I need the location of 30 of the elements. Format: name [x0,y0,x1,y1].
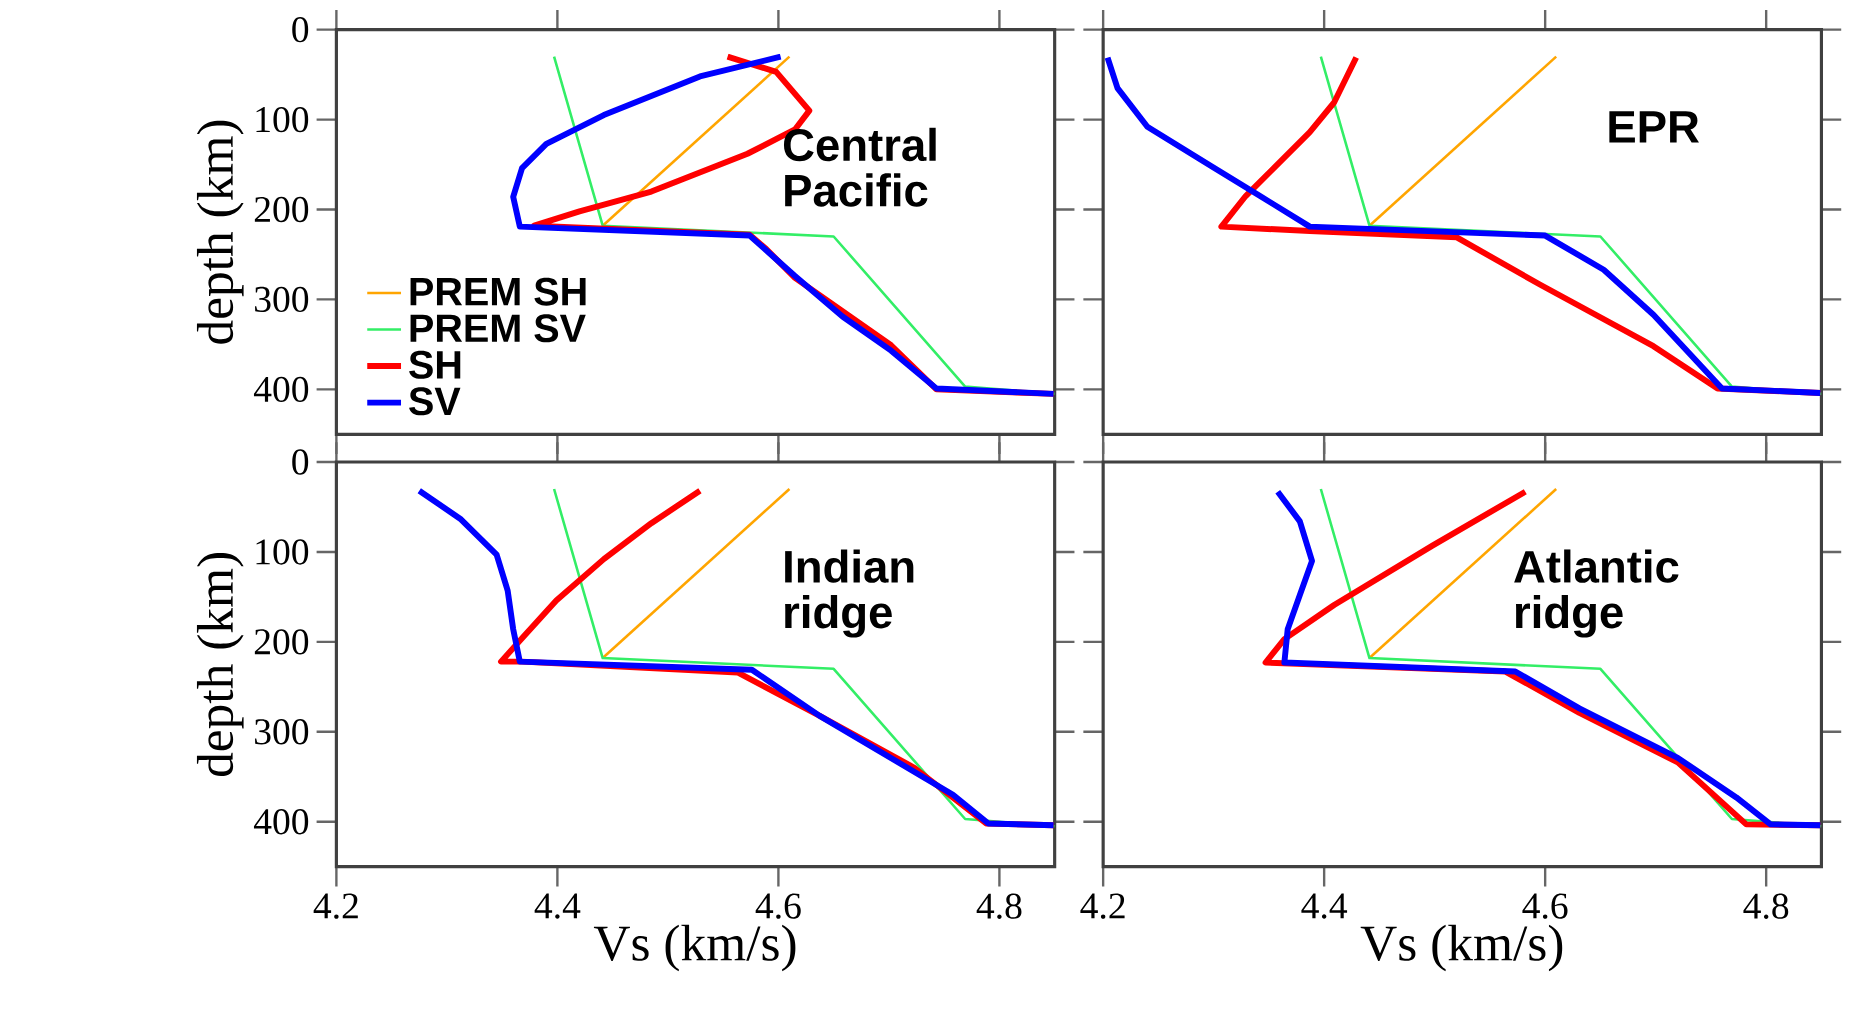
x-tick-label: 4.4 [1301,893,1348,919]
y-tick-label: 400 [253,808,309,835]
y-tick-label: 300 [255,719,309,745]
y-axis-title: depth (km) [196,552,244,776]
y-tick-label: 100 [256,106,309,133]
legend-label: SV [409,387,461,416]
legend-label: PREM SH [410,277,586,306]
x-tick-label: 4.6 [1522,893,1568,919]
x-tick-label: 4.2 [313,893,358,919]
x-axis-title: Vs (km/s) [593,924,796,972]
x-tick-label: 4.4 [534,893,581,919]
text: Atlantic ridge [1514,549,1679,638]
y-tick-label: 200 [254,196,309,223]
text: EPR [1609,111,1699,143]
legend-label: SH [409,350,461,379]
y-tick-label: 300 [255,286,309,313]
x-tick-label: 4.2 [1080,893,1125,919]
y-tick-label: 0 [292,449,309,475]
x-tick-label: 4.6 [755,893,801,919]
x-tick-label: 4.8 [1743,893,1789,919]
text: Indian ridge [785,549,914,638]
text: Central Pacific [783,127,936,207]
y-tick-label: 100 [256,539,309,565]
legend-label: PREM SV [410,314,586,343]
y-axis-title: depth (km) [196,120,244,344]
y-tick-label: 200 [254,629,309,655]
y-tick-label: 400 [253,376,309,402]
x-tick-label: 4.8 [976,893,1022,919]
x-axis-title: Vs (km/s) [1360,924,1563,972]
y-tick-label: 0 [292,16,309,43]
